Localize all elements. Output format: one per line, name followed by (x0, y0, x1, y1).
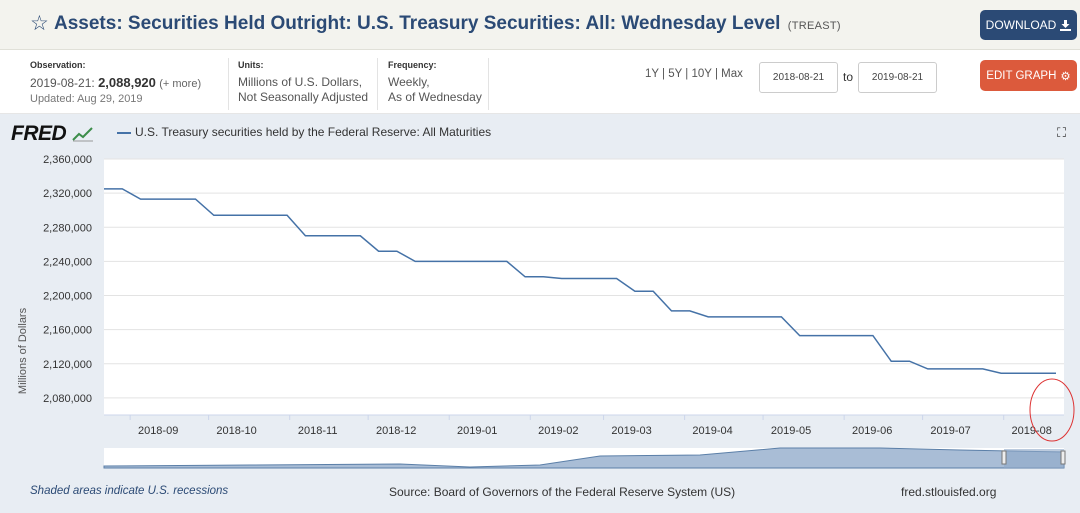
download-icon (1060, 19, 1072, 31)
frequency-line-2: As of Wednesday (388, 90, 482, 104)
page-header: ☆ Assets: Securities Held Outright: U.S.… (0, 0, 1080, 50)
range-separator: | (711, 68, 722, 80)
line-chart: 2,080,000 2,120,000 2,160,000 2,200,000 2,24… (17, 154, 1075, 469)
start-date-input[interactable]: 2018-08-21 (759, 62, 838, 93)
y-tick-label: 2,080,000 (43, 393, 92, 405)
x-tick-label: 2019-03 (611, 425, 651, 437)
y-tick-label: 2,240,000 (43, 256, 92, 268)
x-tick-label: 2018-12 (376, 425, 416, 437)
x-tick-label: 2019-02 (538, 425, 578, 437)
fred-logo-icon (71, 126, 94, 142)
end-date-input[interactable]: 2019-08-21 (858, 62, 937, 93)
range-separator: | (658, 68, 669, 80)
updated-date: Updated: Aug 29, 2019 (30, 93, 143, 105)
series-line (104, 188, 1056, 374)
expand-icon[interactable]: ⛶ (1057, 125, 1067, 140)
plot-background (104, 159, 1064, 415)
recession-note[interactable]: Shaded areas indicate U.S. recessions (30, 485, 229, 497)
x-tick-label: 2018-09 (138, 425, 178, 437)
x-tick-label: 2019-07 (930, 425, 970, 437)
observation-value: 2,088,920 (98, 75, 156, 90)
meta-divider (377, 58, 378, 110)
range-max[interactable]: Max (721, 68, 743, 80)
navigator-handle-left[interactable] (1001, 450, 1007, 465)
range-separator: | (682, 68, 692, 80)
x-tick-label: 2019-01 (457, 425, 497, 437)
time-navigator[interactable] (103, 447, 1066, 469)
series-code: (TREAST) (787, 20, 841, 32)
x-tick-label: 2019-05 (771, 425, 811, 437)
frequency-label: Frequency: (388, 60, 437, 70)
range-selector: 1Y | 5Y | 10Y | Max (645, 68, 743, 80)
meta-divider (488, 58, 489, 110)
x-tick-label: 2019-08 (1012, 425, 1052, 437)
download-label: DOWNLOAD (985, 18, 1057, 32)
frequency-block: Frequency: Weekly, As of Wednesday (388, 58, 482, 105)
legend-label: U.S. Treasury securities held by the Fed… (135, 125, 492, 139)
fred-logo-text: FRED (11, 122, 67, 145)
observation-label: Observation: (30, 60, 86, 70)
y-tick-label: 2,160,000 (43, 325, 92, 337)
to-label: to (843, 70, 854, 84)
range-10y[interactable]: 10Y (691, 68, 712, 80)
range-1y[interactable]: 1Y (645, 68, 659, 80)
x-tick-label: 2019-04 (692, 425, 732, 437)
y-tick-label: 2,200,000 (43, 291, 92, 303)
edit-graph-label: EDIT GRAPH (986, 69, 1057, 82)
star-outline-icon[interactable]: ☆ (30, 12, 49, 35)
page-title: Assets: Securities Held Outright: U.S. T… (54, 12, 841, 38)
navigator-handle-right[interactable] (1060, 450, 1066, 465)
series-meta: Observation: 2019-08-21: 2,088,920 (+ mo… (0, 50, 1080, 114)
site-link[interactable]: fred.stlouisfed.org (901, 485, 997, 499)
annotation-circle (1029, 378, 1075, 442)
y-tick-label: 2,360,000 (43, 154, 92, 166)
x-tick-label: 2018-11 (298, 425, 338, 437)
units-line-2: Not Seasonally Adjusted (238, 90, 369, 104)
y-tick-label: 2,120,000 (43, 359, 92, 371)
series-title: Assets: Securities Held Outright: U.S. T… (54, 13, 781, 34)
x-tick-label: 2018-10 (216, 425, 256, 437)
units-label: Units: (238, 60, 264, 70)
units-line-1: Millions of U.S. Dollars, (238, 75, 363, 89)
x-tick-label: 2019-06 (852, 425, 892, 437)
legend-swatch (117, 132, 131, 134)
range-5y[interactable]: 5Y (668, 68, 683, 80)
observation-block: Observation: 2019-08-21: 2,088,920 (+ mo… (30, 58, 201, 107)
navigator-selection[interactable] (1004, 449, 1064, 468)
edit-graph-button[interactable]: EDIT GRAPH ⚙ (980, 60, 1077, 91)
units-block: Units: Millions of U.S. Dollars, Not Sea… (238, 58, 368, 105)
fred-logo: FRED (11, 122, 94, 146)
meta-divider (228, 58, 229, 110)
chart-panel: FRED U.S. Treasury securities held by th… (0, 115, 1080, 513)
y-tick-label: 2,280,000 (43, 222, 92, 234)
frequency-line-1: Weekly, (388, 75, 430, 89)
observation-more-link[interactable]: (+ more) (159, 78, 202, 90)
y-tick-label: 2,320,000 (43, 188, 92, 200)
gear-icon: ⚙ (1060, 70, 1071, 83)
y-axis-label: Millions of Dollars (17, 307, 29, 394)
source-text: Source: Board of Governors of the Federa… (389, 485, 736, 499)
observation-date: 2019-08-21: (30, 76, 95, 90)
download-button[interactable]: DOWNLOAD (980, 10, 1077, 40)
